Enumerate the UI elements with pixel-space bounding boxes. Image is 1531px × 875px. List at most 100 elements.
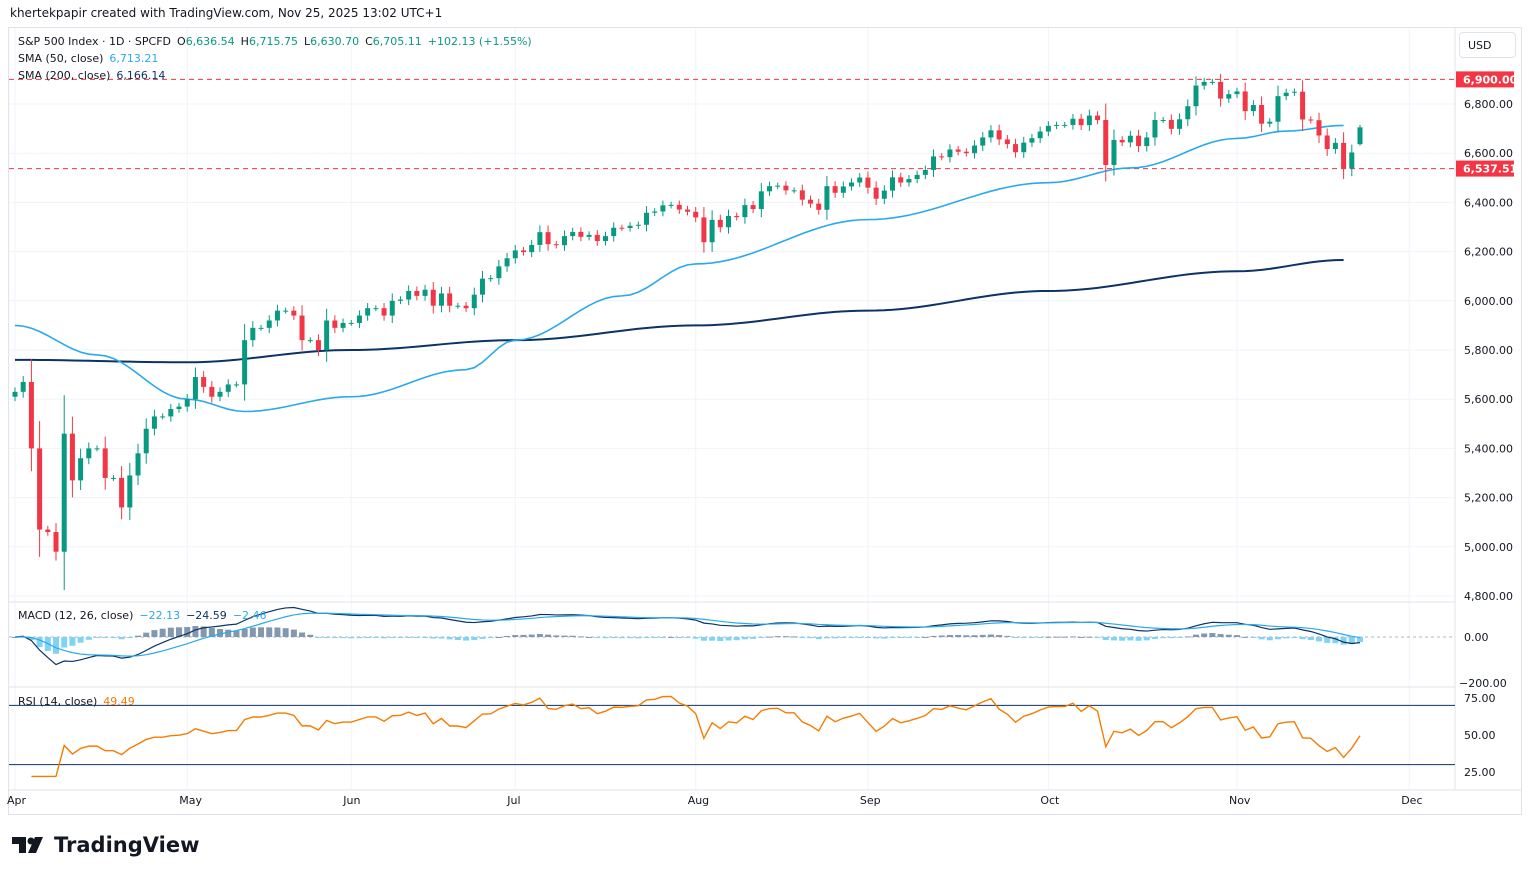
candle-body — [1234, 91, 1240, 95]
candle-body — [520, 250, 526, 253]
candle-body — [258, 327, 264, 329]
macd-histogram-bar — [1102, 637, 1109, 641]
candle-body — [635, 224, 641, 226]
change-value: +102.13 (+1.55%) — [427, 35, 532, 48]
candle-body — [816, 203, 822, 210]
candle-body — [274, 310, 280, 321]
macd-histogram-bar — [1045, 636, 1052, 638]
macd-histogram-bar — [668, 636, 675, 638]
macd-histogram-bar — [791, 636, 798, 638]
sma200-legend[interactable]: SMA (200, close) 6,166.14 — [18, 69, 171, 82]
candle-body — [1332, 142, 1338, 150]
candle-body — [324, 320, 330, 350]
macd-histogram-bar — [28, 637, 35, 641]
candle-body — [1226, 94, 1232, 99]
macd-histogram-bar — [1012, 637, 1019, 638]
macd-histogram-bar — [1053, 636, 1060, 638]
macd-histogram-bar — [971, 635, 978, 637]
high-value: 6,715.75 — [248, 35, 298, 48]
candle-body — [1054, 124, 1060, 126]
low-label: L — [303, 35, 311, 48]
macd-histogram-bar — [397, 637, 404, 638]
candle-body — [299, 315, 305, 341]
macd-histogram-bar — [1094, 637, 1101, 638]
candle-body — [750, 205, 756, 210]
macd-histogram-bar — [963, 635, 970, 637]
rsi-tick-label: 50.00 — [1464, 729, 1496, 742]
candle-body — [529, 244, 535, 253]
macd-histogram-bar — [955, 634, 962, 637]
sma50-legend[interactable]: SMA (50, close) 6,713.21 — [18, 52, 164, 65]
candle-body — [726, 215, 732, 228]
candle-body — [1136, 135, 1142, 147]
candle-body — [840, 186, 846, 193]
candle-body — [168, 409, 174, 417]
candle-body — [12, 391, 18, 397]
candle-body — [94, 448, 100, 450]
macd-histogram-bar — [528, 634, 535, 637]
candle-body — [1095, 115, 1101, 120]
macd-line — [14, 606, 1361, 666]
macd-histogram-bar — [782, 636, 789, 638]
macd-histogram-bar — [36, 637, 43, 647]
macd-legend[interactable]: MACD (12, 26, close) −22.13 −24.59 −2.46 — [18, 609, 273, 622]
candle-body — [160, 416, 166, 418]
candle-body — [127, 475, 133, 508]
candle-body — [438, 293, 444, 306]
macd-histogram-bar — [77, 637, 84, 643]
candle-body — [143, 428, 149, 454]
macd-histogram-bar — [1135, 637, 1142, 641]
macd-histogram-bar — [594, 637, 601, 638]
candle-body — [365, 308, 371, 316]
candle-body — [1218, 81, 1224, 99]
macd-histogram-bar — [233, 630, 240, 637]
candle-body — [611, 227, 617, 237]
candle-body — [1283, 92, 1289, 97]
candle-body — [709, 219, 715, 243]
macd-histogram-bar — [618, 637, 625, 639]
macd-histogram-bar — [922, 636, 929, 638]
candle-body — [78, 458, 84, 481]
macd-histogram-bar — [1184, 636, 1191, 638]
macd-histogram-bar — [758, 637, 765, 638]
macd-histogram-bar — [1332, 637, 1339, 644]
macd-histogram-bar — [299, 632, 306, 637]
macd-histogram-bar — [85, 637, 92, 640]
macd-histogram-bar — [881, 637, 888, 639]
rsi-legend[interactable]: RSI (14, close) 49.49 — [18, 695, 141, 708]
candle-body — [1324, 135, 1330, 150]
macd-histogram-bar — [651, 637, 658, 638]
macd-histogram-bar — [1127, 637, 1134, 641]
price-badge — [1456, 160, 1514, 177]
macd-histogram-bar — [356, 637, 363, 639]
price-tick-label: 4,800.00 — [1464, 590, 1513, 603]
macd-histogram-bar — [823, 637, 830, 639]
macd-histogram-bar — [1078, 636, 1085, 638]
candle-body — [504, 258, 510, 267]
macd-histogram-bar — [331, 637, 338, 638]
sma200-value: 6,166.14 — [116, 69, 166, 82]
candle-body — [471, 294, 477, 309]
candle-body — [45, 529, 51, 533]
rsi-tick-label: 75.00 — [1464, 692, 1496, 705]
candle-body — [717, 219, 723, 228]
macd-histogram-bar — [1209, 633, 1216, 637]
chart-frame[interactable] — [8, 27, 1522, 815]
tradingview-logo[interactable]: TradingView — [12, 833, 199, 857]
macd-histogram-bar — [413, 637, 420, 638]
candle-body — [307, 340, 313, 342]
macd-histogram-bar — [12, 637, 18, 638]
candle-body — [1201, 81, 1207, 86]
price-tick-label: 6,400.00 — [1464, 196, 1513, 209]
currency-button[interactable]: USD — [1459, 32, 1516, 58]
main-legend: S&P 500 Index · 1D · SPCFD O6,636.54 H6,71… — [18, 35, 538, 48]
macd-histogram-bar — [1192, 634, 1199, 637]
candle-body — [881, 190, 887, 199]
macd-histogram-bar — [217, 629, 224, 637]
symbol-title[interactable]: S&P 500 Index · 1D · SPCFD — [18, 35, 172, 48]
low-value: 6,630.70 — [310, 35, 360, 48]
candle-body — [947, 149, 953, 158]
candle-body — [1177, 119, 1183, 129]
close-value: 6,705.11 — [372, 35, 422, 48]
